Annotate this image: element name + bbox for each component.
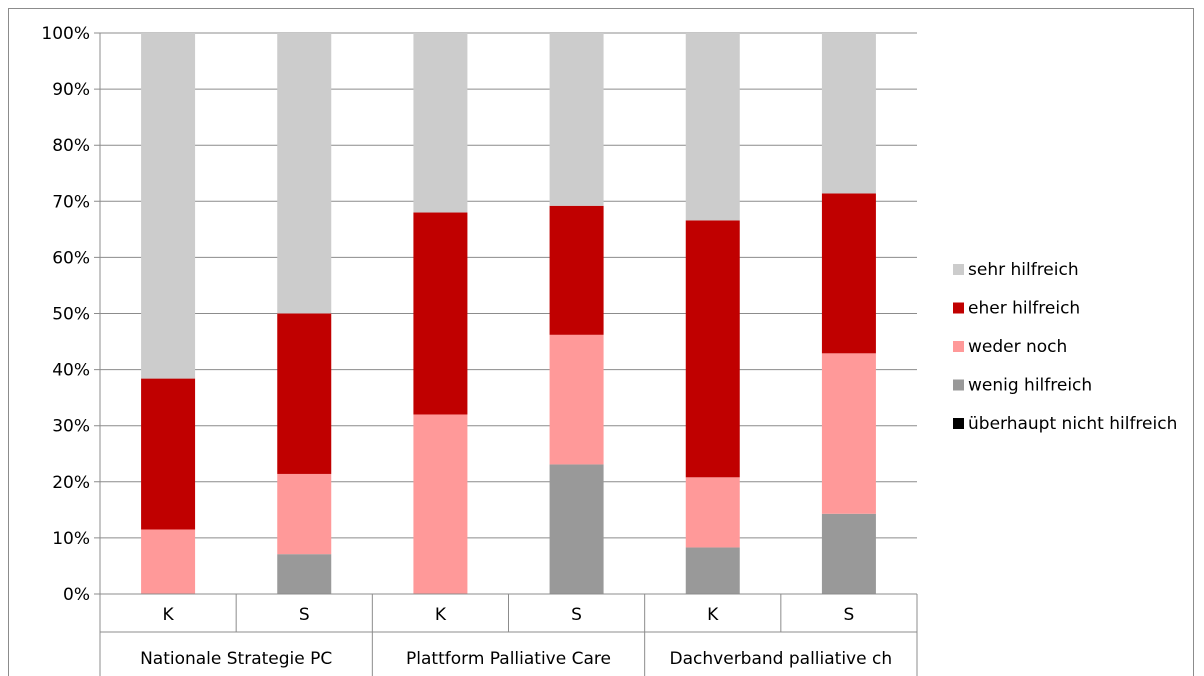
bar-segment [277, 33, 332, 314]
bar-segment [277, 473, 332, 555]
legend-swatch [953, 379, 964, 391]
bar-segment [549, 205, 604, 335]
y-tick-label: 30% [52, 417, 90, 437]
bar-segment [413, 414, 468, 594]
bar-segment [685, 220, 740, 478]
y-tick-label: 50% [52, 305, 90, 325]
legend-label: sehr hilfreich [968, 260, 1079, 280]
legend-swatch [953, 302, 964, 314]
legend-label: weder noch [968, 337, 1067, 357]
y-tick-label: 60% [52, 248, 90, 268]
y-tick-label: 10% [52, 529, 90, 549]
legend-swatch [953, 418, 964, 429]
bar-segment [549, 334, 604, 465]
legend-swatch [953, 341, 964, 352]
bar-segment [821, 513, 876, 594]
bar-segment [821, 193, 876, 354]
bar-segment [141, 529, 196, 594]
legend-label: überhaupt nicht hilfreich [968, 414, 1177, 434]
bar-segment [277, 313, 332, 474]
y-tick-label: 100% [41, 24, 90, 44]
y-tick-label: 70% [52, 192, 90, 212]
x-category-label: S [571, 605, 582, 625]
y-tick-label: 80% [52, 136, 90, 156]
bar-segment [549, 464, 604, 594]
legend-label: eher hilfreich [968, 299, 1080, 319]
x-group-label: Dachverband palliative ch [670, 649, 893, 669]
x-category-label: K [707, 605, 719, 625]
x-category-label: K [163, 605, 175, 625]
y-tick-label: 20% [52, 473, 90, 493]
x-category-label: S [844, 605, 855, 625]
bar-segment [549, 33, 604, 206]
x-category-label: S [299, 605, 310, 625]
y-tick-label: 40% [52, 361, 90, 381]
legend-swatch [953, 264, 964, 275]
bar-segment [277, 554, 332, 594]
bar-segment [821, 353, 876, 514]
x-category-label: K [435, 605, 447, 625]
bar-segment [685, 547, 740, 594]
legend-label: wenig hilfreich [968, 376, 1092, 396]
bar-segment [685, 33, 740, 221]
y-tick-label: 90% [52, 80, 90, 100]
y-tick-label: 0% [63, 585, 90, 605]
bar-segment [141, 378, 196, 530]
bar-segment [821, 33, 876, 194]
bar-segment [685, 477, 740, 548]
x-group-label: Nationale Strategie PC [140, 649, 332, 669]
bar-segment [413, 212, 468, 415]
bar-segment [413, 33, 468, 213]
bar-segment [141, 33, 196, 379]
x-group-label: Plattform Palliative Care [406, 649, 611, 669]
